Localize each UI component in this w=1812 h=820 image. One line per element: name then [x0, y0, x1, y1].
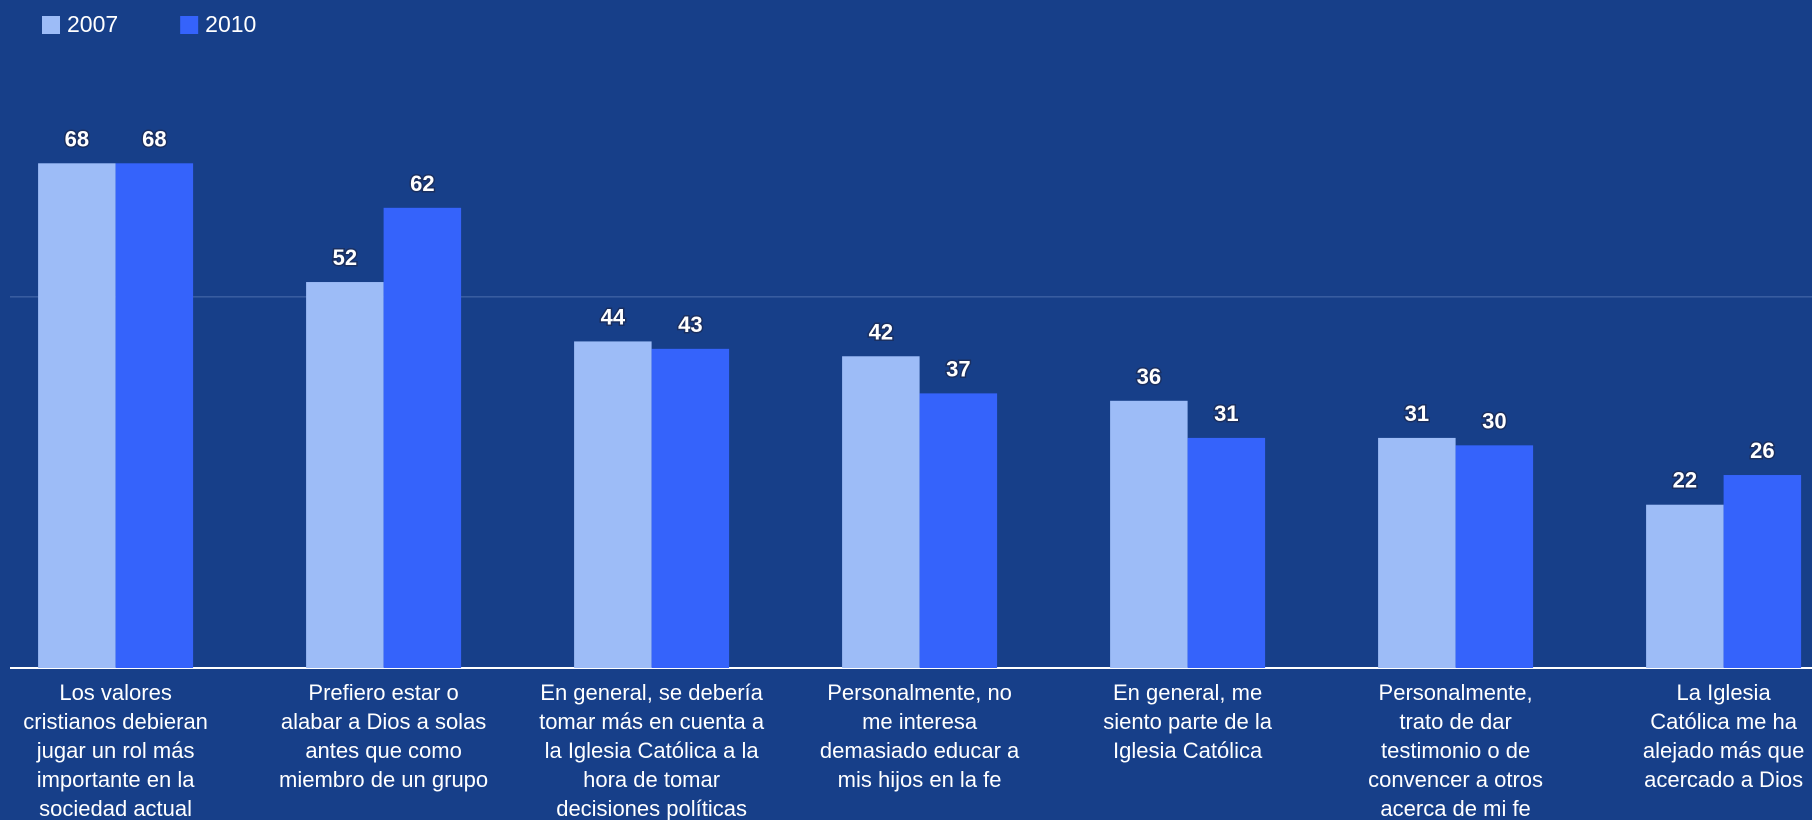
x-tick-label-line: trato de dar — [1399, 709, 1512, 734]
bar — [1723, 475, 1802, 668]
data-label: 42 — [869, 319, 893, 344]
data-label: 44 — [601, 304, 626, 329]
x-tick-label-line: acercado a Dios — [1644, 767, 1803, 792]
bar — [115, 163, 194, 669]
x-tick-label: Prefiero estar o alabar a Dios a solas ant… — [279, 680, 488, 792]
x-tick-label-line: siento parte de la — [1103, 709, 1273, 734]
bar — [651, 348, 730, 668]
data-label: 30 — [1482, 408, 1506, 433]
x-tick-label-line: convencer a otros — [1368, 767, 1543, 792]
data-label: 52 — [333, 245, 357, 270]
x-tick-label-line: Personalmente, no — [827, 680, 1012, 705]
bar — [574, 341, 652, 668]
x-tick-label: La Iglesia Católica me ha alejado más que a… — [1643, 680, 1804, 792]
data-label: 36 — [1137, 364, 1161, 389]
x-tick-label-line: jugar un rol más — [36, 738, 195, 763]
x-tick-label: Los valores cristianos debieran jugar un r… — [23, 680, 208, 820]
x-tick-label-line: Prefiero estar o — [308, 680, 458, 705]
bar — [1378, 437, 1456, 668]
x-tick-label-line: En general, se debería — [540, 680, 763, 705]
data-label: 43 — [678, 312, 702, 337]
legend-label: 2007 — [67, 11, 118, 37]
data-label: 22 — [1673, 468, 1697, 493]
data-label: 68 — [142, 126, 166, 151]
x-tick-label-line: miembro de un grupo — [279, 767, 488, 792]
bar — [38, 163, 116, 669]
data-label: 62 — [410, 171, 434, 196]
data-label: 31 — [1405, 401, 1429, 426]
bar — [383, 207, 462, 669]
x-tick-label: Personalmente, no me interesa demasiado ed… — [820, 680, 1020, 792]
legend-swatch — [42, 16, 60, 34]
x-tick-label-line: mis hijos en la fe — [838, 767, 1002, 792]
x-tick-label-line: Personalmente, — [1379, 680, 1533, 705]
x-tick-label-line: demasiado educar a — [820, 738, 1020, 763]
x-tick-label: En general, se debería tomar más en cuent… — [539, 680, 765, 820]
data-label: 37 — [946, 356, 970, 381]
bar — [1646, 504, 1724, 668]
x-tick-label-line: antes que como — [305, 738, 462, 763]
x-tick-label-line: alejado más que — [1643, 738, 1804, 763]
bar — [919, 393, 998, 668]
x-tick-label: Personalmente, trato de dar testimonio o d… — [1368, 680, 1543, 820]
legend-swatch — [180, 16, 199, 34]
x-tick-label-line: Los valores — [59, 680, 172, 705]
x-tick-label-line: alabar a Dios a solas — [281, 709, 486, 734]
x-tick-label-line: acerca de mi fe — [1380, 796, 1530, 820]
x-tick-label-line: la Iglesia Católica a la — [545, 738, 760, 763]
bar — [1187, 437, 1266, 668]
data-label: 31 — [1214, 401, 1238, 426]
x-tick-label-line: Iglesia Católica — [1113, 738, 1263, 763]
x-tick-label-line: cristianos debieran — [23, 709, 208, 734]
legend-label: 2010 — [205, 11, 256, 37]
data-label: 68 — [65, 126, 89, 151]
x-tick-label-line: testimonio o de — [1381, 738, 1530, 763]
bar — [842, 356, 920, 668]
bar — [1110, 400, 1188, 668]
data-label: 26 — [1750, 438, 1774, 463]
x-tick-label-line: importante en la — [37, 767, 196, 792]
x-tick-label-line: Católica me ha — [1650, 709, 1798, 734]
x-tick-label-line: tomar más en cuenta a — [539, 709, 765, 734]
x-tick-label-line: La Iglesia — [1677, 680, 1772, 705]
bar — [306, 282, 384, 668]
bar — [1455, 445, 1534, 668]
x-tick-label-line: hora de tomar — [583, 767, 720, 792]
x-tick-label-line: me interesa — [862, 709, 978, 734]
x-tick-label-line: sociedad actual — [39, 796, 192, 820]
x-tick-label-line: En general, me — [1113, 680, 1262, 705]
x-tick-label-line: decisiones políticas — [556, 796, 747, 820]
x-tick-label: En general, me siento parte de la Iglesia … — [1103, 680, 1273, 763]
